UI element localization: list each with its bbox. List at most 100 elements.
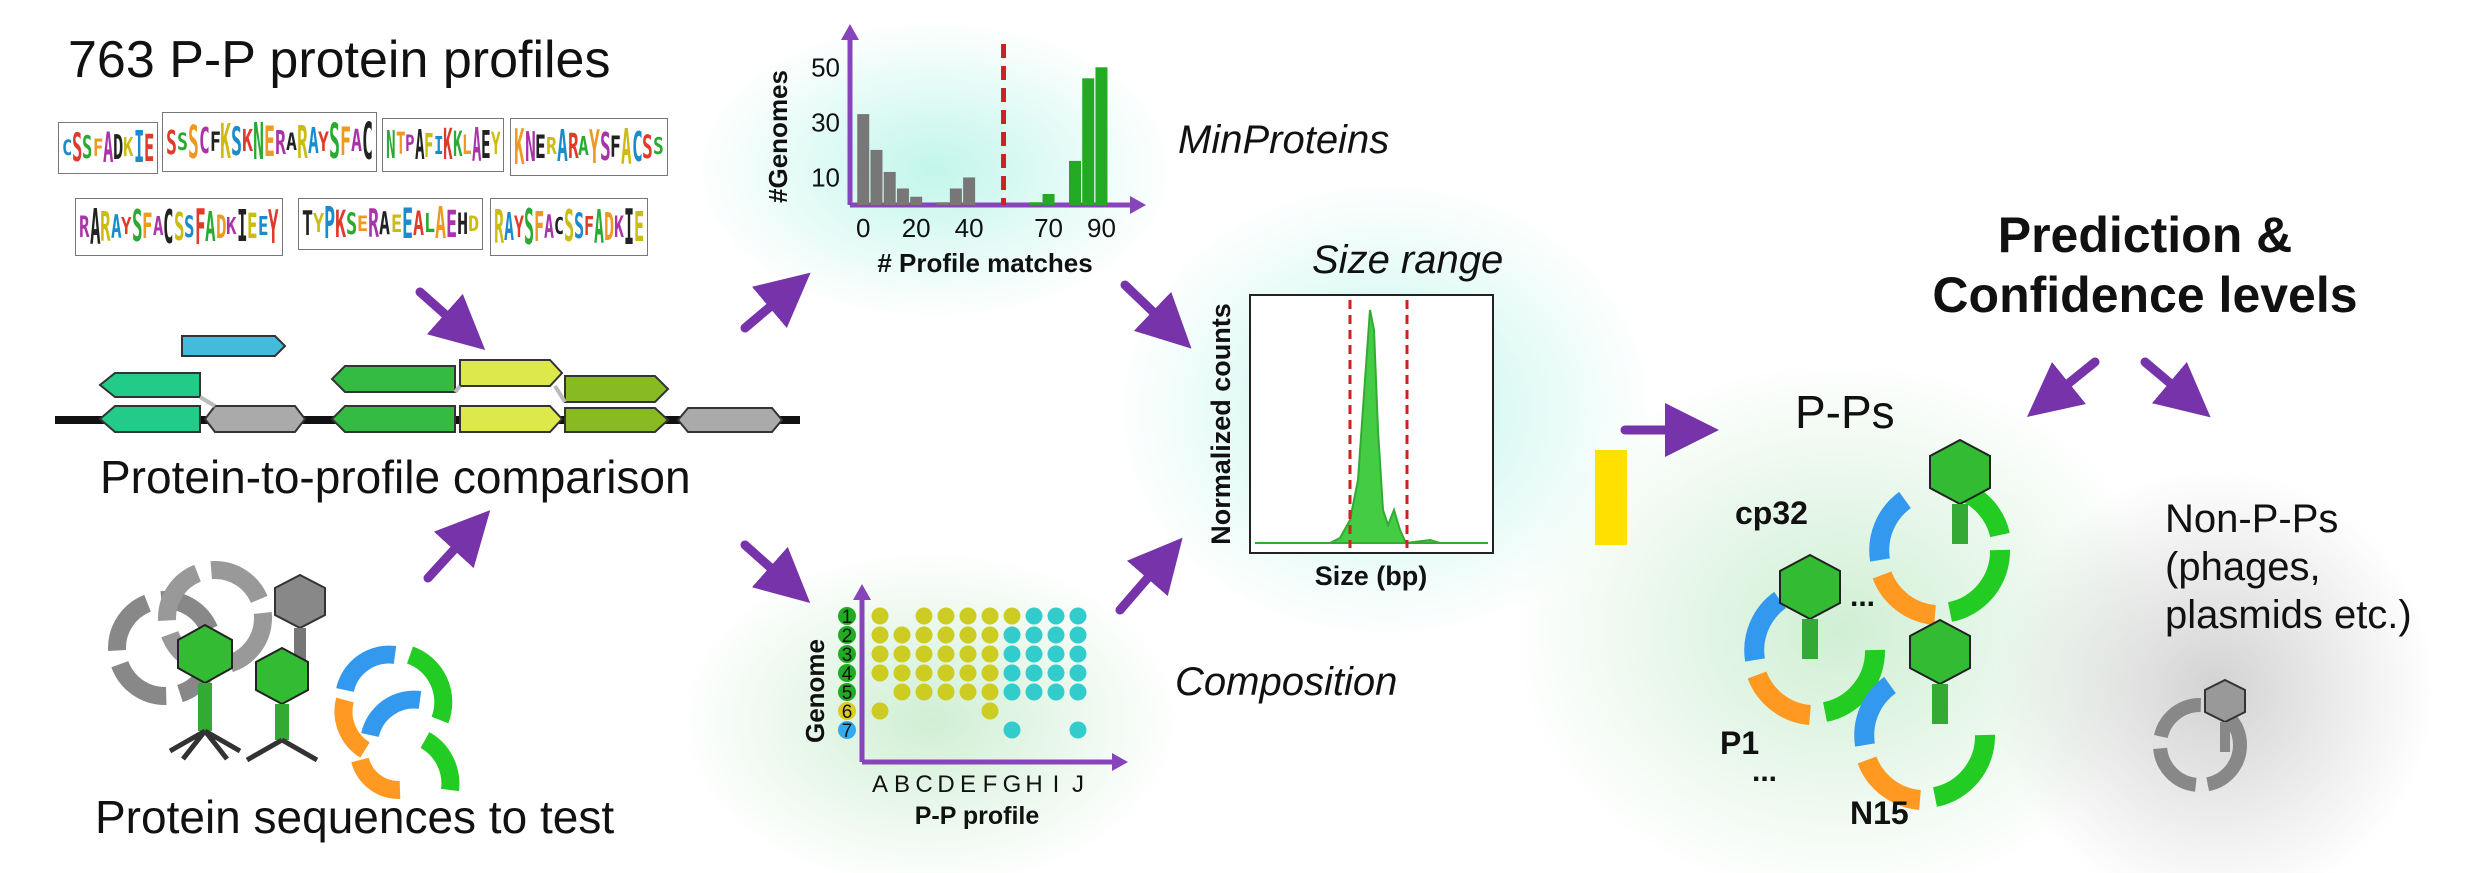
logo-letter: K [123,133,134,163]
pp-plasmid [1869,438,2010,625]
profile-category-label: F [983,771,998,798]
composition-dot [1025,683,1043,701]
logo-letter: F [340,119,352,165]
composition-dot [1003,664,1021,682]
composition-dot [915,645,933,663]
logo-letter: E [264,117,275,166]
logo-letter: C [163,200,174,254]
logo-letter: S [346,206,358,241]
genome-badge [838,721,856,739]
profile-category-label: A [872,771,888,798]
logo-letter: S [72,125,83,171]
ellipsis-label: ... [1752,755,1778,788]
hist-x-tick: 40 [955,213,984,243]
plasmid-segment [351,757,401,799]
yellow-marker-bar [1595,450,1627,545]
composition-dot [1069,664,1087,682]
logo-letter: S [524,198,535,256]
gene-link [198,384,567,408]
gene-arrow [203,405,307,433]
logo-letter: Y [313,209,325,239]
logo-letter: E [535,128,547,166]
composition-dot [1069,645,1087,663]
size-x-label: Size (bp) [1315,561,1428,591]
hist-bar [936,202,949,205]
logo-letter: F [534,202,545,251]
logo-letter: Y [490,127,501,162]
genome-badge [838,702,856,720]
minproteins-histogram: 0 20 40 70 90 10 30 50 # Profile matches #Genomes [763,24,1146,278]
composition-dot [1069,683,1087,701]
logo-letter: S [176,128,188,156]
composition-dot [981,683,999,701]
arrow-minproteins-to-size [1120,280,1192,349]
logo-letter: C [554,213,564,240]
genome-label: 2 [842,626,853,647]
hist-bar [1082,78,1095,205]
profile-category-label: I [1053,771,1060,798]
composition-dot [915,664,933,682]
gene-arrow [98,372,201,398]
composition-dot [915,626,933,644]
logo-letter: S [166,122,177,162]
logo-letter: T [395,127,406,162]
composition-label: Composition [1175,660,1398,704]
logo-letter: S [187,115,199,169]
arrow-to-minproteins [740,272,811,333]
composition-dot [1025,607,1043,625]
hist-y-tick: 50 [811,52,840,82]
logo-letter: I [624,198,635,256]
logo-letter: S [642,128,654,166]
logo-letter: A [102,123,114,172]
profile-category-label: G [1003,771,1022,798]
logo-letter: K [443,119,453,170]
hist-y-arrowhead [841,24,859,40]
hist-x-tick: 70 [1034,213,1063,243]
logo-letter: A [556,121,568,172]
logo-letter: R [274,122,286,162]
logo-letter: D [113,128,124,168]
composition-dot [959,626,977,644]
logo-letter: A [434,198,446,249]
logo-letter: A [205,202,216,251]
composition-dot [871,626,889,644]
composition-dot [893,645,911,663]
logo-letter: A [594,200,604,254]
composition-dot [915,607,933,625]
profile-category-label: H [1025,771,1042,798]
composition-dot [937,607,955,625]
composition-dot [1047,607,1065,625]
gene-arrow [330,405,456,433]
logo-letter: K [335,202,347,246]
logo-letter: A [285,128,297,156]
logo-letter: S [131,201,143,252]
gene-arrow [181,335,287,357]
plasmid-segment [420,732,460,792]
logo-letter: K [614,209,624,244]
composition-dot [1069,607,1087,625]
profile-category-label: D [937,771,954,798]
logo-letter: Y [318,126,330,158]
composition-dot [1069,721,1087,739]
logo-letter: S [173,205,185,249]
hist-bar [870,149,883,205]
gene-arrow [459,359,564,387]
hist-bar [1029,202,1042,205]
logo-letter: Y [514,209,524,244]
size-distribution-area [1255,309,1488,545]
composition-dot [1003,683,1021,701]
logo-letter: A [471,118,481,172]
genome-label: 5 [842,683,853,704]
gene-map [55,335,800,433]
hist-y-label: #Genomes [763,70,793,203]
logo-letter: R [494,200,504,254]
composition-dot [937,683,955,701]
composition-dot [1003,645,1021,663]
composition-dot [1047,645,1065,663]
logo-letter: H [456,206,469,241]
logo-letter: D [467,211,480,236]
